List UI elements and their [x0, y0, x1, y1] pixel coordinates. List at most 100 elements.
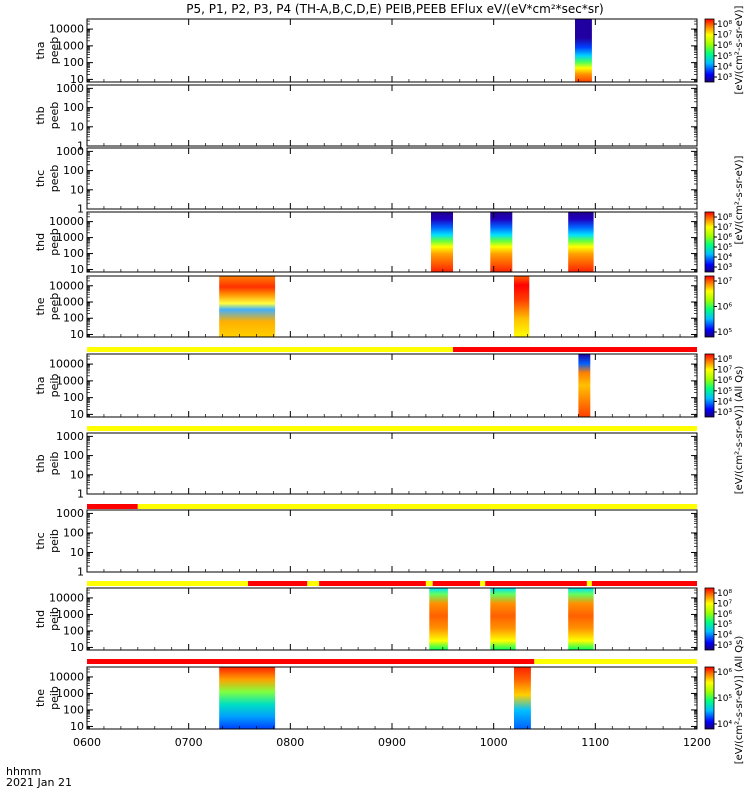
flag-bar [87, 581, 697, 586]
spectrogram-block [219, 276, 276, 337]
colorbar-units-label: [eV/(cm²-s-sr-eV)] (All Qs) [734, 636, 745, 765]
colorbar-units-label: [eV/(cm²-s-sr-eV)] [734, 5, 745, 94]
colorbar-scale [704, 275, 715, 338]
panel-label-product: peib [48, 374, 61, 398]
panel-label-product: peib [48, 529, 61, 553]
y-tick-label: 1000 [56, 430, 84, 443]
panel-label-product: peeb [48, 102, 61, 130]
colorbar-tick-label: 10³ [717, 641, 732, 651]
panel-frame [86, 147, 698, 210]
y-tick-label: 10 [70, 641, 84, 654]
y-tick-label: 1000 [56, 687, 84, 700]
panel-label-probe: the [34, 689, 47, 707]
colorbar-tick-label: 10⁷ [717, 599, 732, 609]
figure-title: P5, P1, P2, P3, P4 (TH-A,B,C,D,E) PEIB,P… [186, 2, 603, 16]
y-tick-label: 10000 [49, 670, 84, 683]
flag-segment [87, 504, 138, 509]
y-tick-label: 1000 [56, 374, 84, 387]
colorbar-tick-label: 10⁷ [717, 223, 732, 233]
panel-thc-peib: 1 10 100 1000 thc peib [34, 507, 698, 579]
colorbar-tick-label: 10⁷ [717, 31, 732, 41]
panel-frame [86, 18, 698, 83]
spectrogram-block [219, 667, 276, 729]
colorbar-scale [704, 353, 715, 418]
y-tick-label: 1000 [56, 231, 84, 244]
colorbar-tick-label: 10⁵ [717, 52, 732, 62]
spectrogram-block [429, 588, 448, 650]
panel-label-probe: tha [34, 41, 47, 59]
colorbar-tick-label: 10⁴ [717, 253, 732, 263]
colorbar-tick-label: 10⁸ [717, 20, 732, 30]
y-tick-label: 1000 [56, 82, 84, 95]
panel-frame [86, 353, 698, 418]
colorbar-tick-label: 10⁴ [717, 62, 732, 72]
time-axis: 0600 0700 0800 0900 1000 1100 1200 [73, 19, 711, 749]
y-tick-label: 10000 [49, 23, 84, 36]
panel-thb-peib: 1 10 100 1000 thb peib [34, 430, 698, 501]
colorbar-tick-label: 10³ [717, 73, 732, 83]
flag-segment [87, 659, 535, 664]
colorbar-scale [704, 666, 715, 730]
spectrogram-block [568, 588, 594, 650]
colorbar-tick-label: 10⁵ [717, 243, 732, 253]
y-tick-label: 10 [70, 120, 84, 133]
flag-segment [586, 581, 592, 586]
y-tick-label: 10000 [49, 279, 84, 292]
flag-bar [87, 426, 697, 431]
flag-segment [425, 581, 433, 586]
flag-segment [453, 347, 697, 352]
panel-label-product: peib [48, 686, 61, 710]
flag-bar [87, 347, 697, 352]
flag-segment [137, 504, 698, 509]
colorbar-tick-label: 10⁵ [717, 328, 732, 338]
colorbar-the-peeb: 10⁷ 10⁶ 10⁵ [704, 275, 732, 338]
y-tick-label: 1000 [56, 39, 84, 52]
y-tick-label: 10 [70, 328, 84, 341]
colorbar-tick-label: 10⁵ [717, 620, 732, 630]
y-tick-label: 100 [63, 449, 84, 462]
quality-flag-bars [87, 347, 698, 664]
panel-frame [86, 666, 698, 730]
y-tick-label: 10 [70, 468, 84, 481]
panel-frame [86, 84, 698, 147]
y-tick-label: 10000 [49, 591, 84, 604]
x-tick-label: 1000 [480, 736, 508, 749]
y-tick-label: 1 [77, 140, 84, 153]
panel-label-product: peib [48, 452, 61, 476]
y-tick-label: 100 [63, 247, 84, 260]
x-tick-label: 1200 [683, 736, 711, 749]
flag-segment [485, 581, 587, 586]
panel-label-probe: tha [34, 376, 47, 394]
y-tick-label: 100 [63, 703, 84, 716]
panel-label-product: peeb [48, 37, 61, 65]
y-tick-label: 10 [70, 720, 84, 733]
colorbar-tick-label: 10³ [717, 263, 732, 273]
colorbar-scale [704, 587, 715, 651]
y-tick-label: 100 [63, 391, 84, 404]
y-tick-label: 10 [70, 546, 84, 559]
x-tick-label: 0900 [378, 736, 406, 749]
spectrogram-block [575, 19, 592, 82]
colorbar-tick-label: 10⁴ [717, 631, 732, 641]
colorbar-tick-label: 10⁶ [717, 610, 732, 620]
y-tick-label: 100 [63, 624, 84, 637]
y-tick-label: 1 [77, 566, 84, 579]
spectrogram-block [514, 667, 531, 729]
flag-segment [591, 581, 697, 586]
colorbar-tick-label: 10⁸ [717, 213, 732, 223]
colorbar-tick-label: 10⁵ [717, 694, 732, 704]
x-tick-label: 0700 [175, 736, 203, 749]
colorbar-tick-label: 10⁸ [717, 355, 732, 365]
panel-frame [86, 509, 698, 573]
y-tick-label: 10 [70, 263, 84, 276]
time-axis-label: hhmm [6, 765, 41, 778]
colorbar-scale [704, 18, 715, 83]
panel-label-product: peeb [48, 293, 61, 321]
y-tick-label: 100 [63, 164, 84, 177]
y-tick-label: 100 [63, 527, 84, 540]
